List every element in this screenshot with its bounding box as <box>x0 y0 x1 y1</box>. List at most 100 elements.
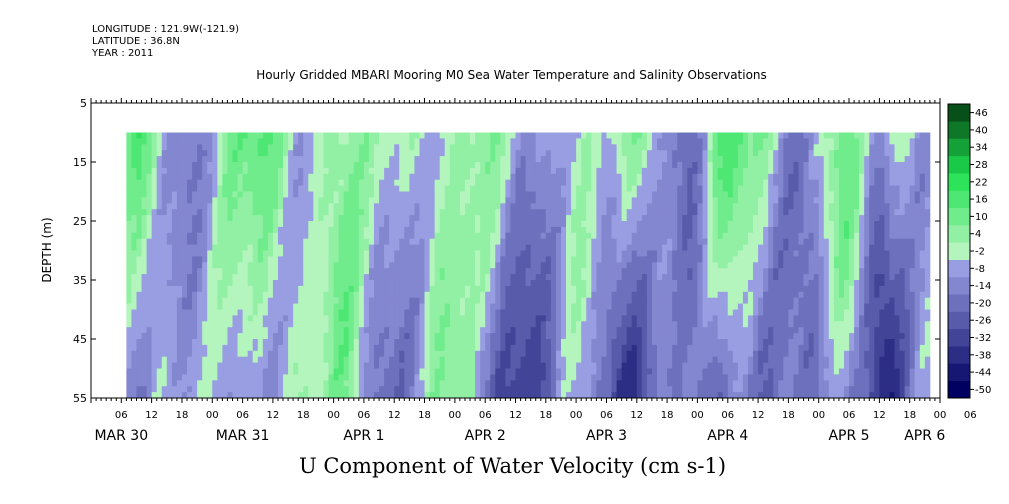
heatmap-cell <box>429 132 436 139</box>
heatmap-cell <box>151 144 158 151</box>
heatmap-cell <box>136 179 142 186</box>
heatmap-cell <box>207 221 213 228</box>
heatmap-cell <box>313 344 319 352</box>
heatmap-cell <box>515 244 521 251</box>
heatmap-cell <box>550 209 557 216</box>
heatmap-cell <box>368 215 375 222</box>
heatmap-cell <box>242 256 249 263</box>
heatmap-cell <box>677 138 683 145</box>
heatmap-cell <box>596 209 602 216</box>
heatmap-cell <box>571 132 577 139</box>
heatmap-cell <box>318 374 324 381</box>
heatmap-cell <box>363 144 370 151</box>
heatmap-cell <box>581 150 587 157</box>
heatmap-cell <box>591 226 597 234</box>
heatmap-cell <box>197 162 203 169</box>
heatmap-cell <box>374 268 380 275</box>
heatmap-cell <box>636 392 643 399</box>
heatmap-cell <box>510 156 516 163</box>
heatmap-cell <box>272 327 279 334</box>
heatmap-cell <box>181 350 188 358</box>
heatmap-cell <box>454 250 461 257</box>
heatmap-cell <box>202 303 208 310</box>
heatmap-cell <box>293 197 299 204</box>
heatmap-cell <box>389 380 395 387</box>
heatmap-cell <box>257 232 264 240</box>
heatmap-cell <box>500 215 506 222</box>
heatmap-cell <box>151 209 158 216</box>
heatmap-cell <box>247 209 254 216</box>
heatmap-cell <box>480 150 486 157</box>
heatmap-cell <box>257 339 264 346</box>
heatmap-cell <box>323 392 329 399</box>
heatmap-cell <box>384 232 390 240</box>
heatmap-cell <box>404 150 410 157</box>
heatmap-cell <box>571 138 577 145</box>
heatmap-cell <box>581 303 587 310</box>
heatmap-cell <box>621 274 628 281</box>
heatmap-cell <box>313 280 319 287</box>
heatmap-cell <box>439 144 446 151</box>
heatmap-cell <box>222 280 228 287</box>
heatmap-cell <box>667 362 673 369</box>
heatmap-cell <box>293 250 299 257</box>
heatmap-cell <box>631 374 638 381</box>
heatmap-cell <box>151 173 158 181</box>
heatmap-cell <box>227 268 233 275</box>
heatmap-cell <box>480 274 486 281</box>
heatmap-cell <box>459 309 466 316</box>
heatmap-cell <box>151 362 158 369</box>
heatmap-cell <box>525 138 532 145</box>
heatmap-cell <box>550 250 557 257</box>
heatmap-cell <box>202 350 208 358</box>
heatmap-cell <box>348 203 355 210</box>
heatmap-cell <box>237 144 243 151</box>
heatmap-cell <box>409 179 415 186</box>
heatmap-cell <box>515 339 521 346</box>
heatmap-cell <box>212 339 218 346</box>
heatmap-cell <box>328 321 334 328</box>
heatmap-cell <box>571 179 577 186</box>
heatmap-cell <box>374 173 380 181</box>
heatmap-cell <box>454 285 461 293</box>
heatmap-cell <box>166 244 173 251</box>
heatmap-cell <box>323 368 329 375</box>
heatmap-cell <box>459 262 466 269</box>
heatmap-cell <box>374 256 380 263</box>
heatmap-cell <box>641 191 648 198</box>
heatmap-cell <box>126 327 132 334</box>
heatmap-cell <box>682 291 688 299</box>
heatmap-cell <box>646 179 653 186</box>
heatmap-cell <box>409 250 415 257</box>
heatmap-cell <box>288 167 294 175</box>
heatmap-cell <box>202 268 208 275</box>
heatmap-cell <box>283 327 289 334</box>
heatmap-cell <box>651 215 658 222</box>
heatmap-cell <box>611 350 617 358</box>
heatmap-cell <box>293 274 299 281</box>
heatmap-cell <box>560 344 567 352</box>
heatmap-cell <box>505 256 511 263</box>
heatmap-cell <box>606 350 612 358</box>
heatmap-cell <box>535 327 542 334</box>
heatmap-cell <box>490 303 496 310</box>
heatmap-cell <box>161 309 168 316</box>
heatmap-cell <box>530 350 537 358</box>
heatmap-cell <box>242 309 249 316</box>
heatmap-cell <box>126 256 132 263</box>
heatmap-cell <box>399 250 405 257</box>
heatmap-cell <box>545 144 552 151</box>
heatmap-cell <box>591 156 597 163</box>
heatmap-cell <box>641 226 648 234</box>
heatmap-cell <box>525 221 532 228</box>
heatmap-cell <box>485 315 491 322</box>
heatmap-cell <box>631 297 638 304</box>
heatmap-cell <box>277 321 284 328</box>
heatmap-cell <box>434 356 441 363</box>
heatmap-cell <box>490 256 496 263</box>
heatmap-cell <box>419 191 425 198</box>
heatmap-cell <box>161 315 168 322</box>
heatmap-cell <box>566 156 572 163</box>
heatmap-cell <box>197 238 203 245</box>
heatmap-cell <box>277 244 284 251</box>
